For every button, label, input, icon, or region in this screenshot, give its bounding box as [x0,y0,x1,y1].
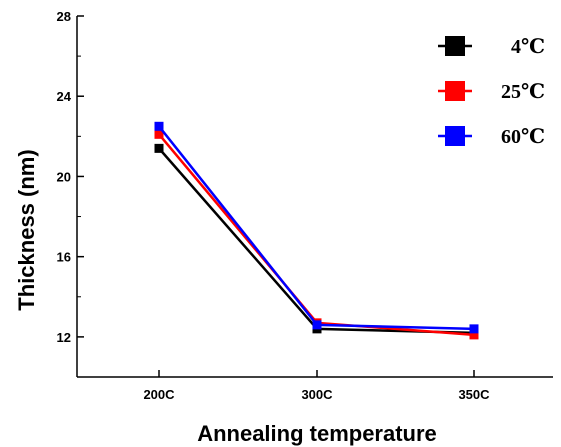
x-tick-label: 300C [301,387,333,402]
legend-label: 25℃ [501,81,545,103]
series-line [158,147,475,335]
x-tick-label: 350C [458,387,490,402]
y-tick-label: 16 [57,250,71,265]
legend-marker [445,126,465,146]
data-point [154,121,164,131]
legend-label: 60℃ [501,126,545,148]
series-line [158,125,475,331]
y-axis-title: Thickness (nm) [14,149,39,310]
series-line [158,133,475,337]
legend-marker [445,36,465,56]
y-tick-label: 24 [57,89,72,104]
x-axis-ticks: 200C 300C 350C [143,370,490,402]
legend-label: 4℃ [511,36,545,58]
legend: 4℃ 25℃ 60℃ [438,36,545,148]
y-axis-ticks: 12 16 20 24 28 [57,9,84,345]
data-point [312,320,322,330]
data-point [154,129,164,139]
x-axis-title: Annealing temperature [197,421,437,446]
data-point [469,330,479,340]
y-tick-label: 12 [57,330,71,345]
x-tick-label: 200C [143,387,175,402]
data-point [469,324,479,334]
data-point [154,143,164,153]
series-group [154,121,479,340]
y-tick-label: 20 [57,169,71,184]
y-tick-label: 28 [57,9,71,24]
legend-marker [445,81,465,101]
